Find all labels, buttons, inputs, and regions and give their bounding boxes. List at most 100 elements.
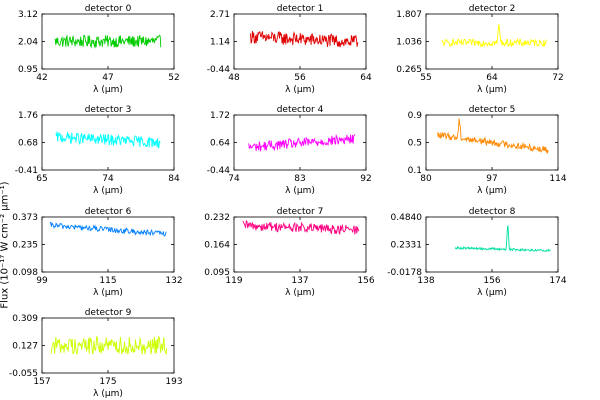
x-axis-label: λ (μm) (93, 85, 123, 95)
x-tick-label: 84 (168, 174, 180, 184)
x-axis-label: λ (μm) (285, 288, 315, 298)
x-tick-label: 138 (417, 276, 434, 286)
y-tick-label: -0.0178 (387, 268, 422, 278)
y-tick-label: 0.9 (408, 111, 423, 121)
panel-detector-4: detector 4 74 83 92 -0.44 0.64 1.72 λ (μm) (207, 105, 372, 196)
series-line (55, 131, 161, 149)
y-tick-label: 3.12 (18, 10, 38, 20)
x-tick-label: 56 (294, 73, 306, 83)
series-line (441, 24, 547, 48)
series-line (250, 30, 359, 48)
y-tick-label: 0.64 (210, 139, 230, 149)
x-axis-label: λ (μm) (93, 288, 123, 298)
y-tick-label: 1.036 (396, 38, 422, 48)
y-tick-label: 0.265 (396, 65, 422, 75)
x-axis-label: λ (μm) (285, 85, 315, 95)
y-tick-label: -0.44 (207, 65, 231, 75)
panel-detector-0: detector 0 42 47 52 0.95 2.04 3.12 λ (μm) (18, 4, 180, 95)
y-tick-label: 1.807 (396, 10, 422, 20)
x-axis-label: λ (μm) (477, 288, 507, 298)
panel-title: detector 8 (469, 207, 516, 217)
x-tick-label: 74 (102, 174, 114, 184)
y-tick-label: -0.44 (207, 166, 231, 176)
x-tick-label: 193 (165, 377, 182, 387)
panel-detector-6: detector 6 99 115 132 0.098 0.235 0.373 λ (μm) (12, 207, 182, 298)
y-axis-label: Flux (10⁻¹⁷ W cm⁻² μm⁻¹) (0, 181, 11, 309)
y-tick-label: -0.41 (15, 166, 38, 176)
series-line (242, 219, 360, 236)
x-tick-label: 65 (36, 174, 47, 184)
x-tick-label: 97 (486, 174, 497, 184)
x-axis-label: λ (μm) (477, 186, 507, 196)
x-tick-label: 64 (486, 73, 498, 83)
series-line (54, 34, 162, 49)
plot-frame (425, 13, 559, 70)
y-tick-label: 0.309 (12, 314, 38, 324)
x-tick-label: 55 (420, 73, 431, 83)
series-line (50, 335, 168, 355)
y-tick-label: 2.71 (210, 10, 230, 20)
x-axis-label: λ (μm) (93, 186, 123, 196)
x-tick-label: 156 (483, 276, 500, 286)
x-tick-label: 48 (228, 73, 240, 83)
x-tick-label: 80 (420, 174, 432, 184)
y-tick-label: 0.68 (18, 139, 38, 149)
x-tick-label: 114 (549, 174, 566, 184)
x-tick-label: 74 (228, 174, 240, 184)
panel-title: detector 0 (85, 4, 132, 14)
panel-detector-3: detector 3 65 74 84 -0.41 0.68 1.76 λ (μm) (15, 105, 180, 196)
panel-title: detector 9 (85, 308, 132, 318)
panel-detector-1: detector 1 48 56 64 -0.44 1.14 2.71 λ (μm) (207, 4, 372, 95)
plot-frame (425, 216, 559, 273)
panel-title: detector 4 (277, 105, 324, 115)
panel-title: detector 3 (85, 105, 132, 115)
panel-detector-9: detector 9 157 175 193 -0.055 0.127 0.309 λ (μm… (9, 308, 183, 399)
x-tick-label: 42 (36, 73, 47, 83)
x-tick-label: 47 (102, 73, 113, 83)
x-tick-label: 157 (33, 377, 50, 387)
y-tick-label: 1.72 (210, 111, 230, 121)
x-tick-label: 119 (225, 276, 242, 286)
y-tick-label: 0.2331 (391, 241, 423, 251)
panel-title: detector 7 (277, 207, 324, 217)
panel-detector-8: detector 8 138 156 174 -0.0178 0.2331 0.4840 λ … (387, 207, 567, 298)
y-tick-label: 1.76 (18, 111, 38, 121)
y-tick-label: 0.164 (204, 241, 230, 251)
panel-title: detector 5 (469, 105, 516, 115)
x-tick-label: 92 (360, 174, 371, 184)
x-tick-label: 174 (549, 276, 566, 286)
series-line (454, 224, 551, 253)
series-line (248, 133, 356, 152)
panel-detector-2: detector 2 55 64 72 0.265 1.036 1.807 λ (μm) (396, 4, 563, 95)
x-tick-label: 115 (99, 276, 116, 286)
panel-detector-7: detector 7 119 137 156 0.095 0.164 0.232 λ (μm) (204, 207, 375, 298)
y-tick-label: 0.127 (12, 342, 38, 352)
panel-title: detector 1 (277, 4, 324, 14)
y-tick-label: -0.055 (9, 369, 38, 379)
x-axis-label: λ (μm) (285, 186, 315, 196)
series-line (437, 118, 549, 155)
y-tick-label: 0.1 (408, 166, 422, 176)
y-tick-label: 0.098 (12, 268, 38, 278)
series-line (49, 221, 167, 237)
x-tick-label: 72 (552, 73, 563, 83)
y-tick-label: 1.14 (210, 38, 230, 48)
x-tick-label: 83 (294, 174, 305, 184)
x-tick-label: 132 (165, 276, 182, 286)
panel-detector-5: detector 5 80 97 114 0.1 0.5 0.9 λ (μm) (408, 105, 567, 196)
y-tick-label: 0.95 (18, 65, 38, 75)
x-tick-label: 156 (357, 276, 374, 286)
x-tick-label: 175 (99, 377, 116, 387)
y-tick-label: 0.232 (204, 213, 230, 223)
y-tick-label: 2.04 (18, 38, 38, 48)
y-tick-label: 0.235 (12, 241, 38, 251)
panel-title: detector 2 (469, 4, 516, 14)
x-tick-label: 137 (291, 276, 308, 286)
x-tick-label: 99 (36, 276, 48, 286)
x-tick-label: 52 (168, 73, 179, 83)
x-axis-label: λ (μm) (477, 85, 507, 95)
panel-title: detector 6 (85, 207, 132, 217)
y-tick-label: 0.4840 (391, 213, 423, 223)
y-tick-label: 0.373 (12, 213, 38, 223)
